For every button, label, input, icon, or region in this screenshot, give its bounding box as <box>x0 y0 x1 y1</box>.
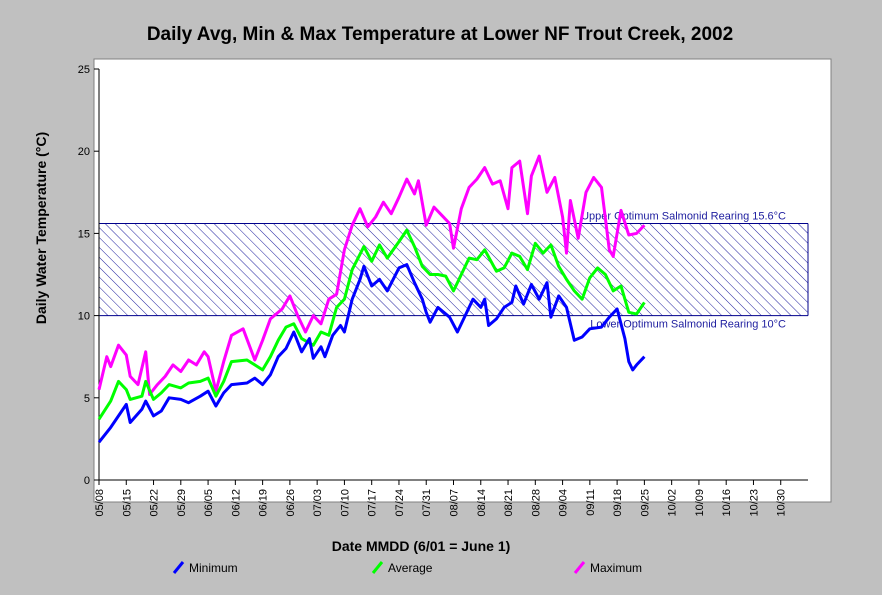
x-tick-label: 07/03 <box>312 489 324 517</box>
legend-label-average: Average <box>388 561 433 575</box>
legend-label-minimum: Minimum <box>189 561 238 575</box>
x-tick-label: 07/10 <box>339 489 351 517</box>
band-hatch <box>99 223 808 316</box>
series-line-maximum <box>97 154 646 396</box>
x-tick-label: 05/22 <box>149 489 161 517</box>
x-tick-label: 10/23 <box>748 489 760 517</box>
y-tick-label: 0 <box>84 475 90 487</box>
legend-swatch-maximum <box>573 561 586 574</box>
x-tick-label: 10/30 <box>776 489 788 517</box>
x-tick-label: 05/29 <box>176 489 188 517</box>
optimum-band: Upper Optimum Salmonid Rearing 15.6°C Low… <box>99 211 809 331</box>
x-tick-label: 08/14 <box>476 489 488 517</box>
x-tick-label: 07/31 <box>421 489 433 517</box>
legend-swatch-minimum <box>172 561 185 574</box>
legend: Minimum Average Maximum <box>172 561 642 575</box>
y-axis-title: Daily Water Temperature (°C) <box>33 132 49 324</box>
series-lines <box>97 154 646 444</box>
x-tick-label: 10/16 <box>721 489 733 517</box>
x-tick-label: 05/08 <box>94 489 106 517</box>
series-line-minimum <box>97 263 646 444</box>
x-tick-label: 08/21 <box>503 489 515 517</box>
axes: 0 5 10 15 20 25 05/08 05/15 05/22 05/29 06/05 06/12… <box>78 64 808 517</box>
y-tick-label: 5 <box>84 393 90 405</box>
legend-swatch-average <box>371 561 384 574</box>
y-tick-label: 25 <box>78 64 90 76</box>
x-tick-label: 06/12 <box>230 489 242 517</box>
x-tick-label: 10/02 <box>667 489 679 517</box>
x-tick-label: 06/05 <box>203 489 215 517</box>
legend-label-maximum: Maximum <box>590 561 642 575</box>
x-axis-title: Date MMDD (6/01 = June 1) <box>332 538 511 554</box>
y-tick-label: 10 <box>78 311 90 323</box>
x-tick-label: 07/17 <box>367 489 379 517</box>
x-tick-label: 09/11 <box>585 489 597 516</box>
x-tick-label: 05/15 <box>121 489 133 517</box>
x-tick-label: 10/09 <box>694 489 706 517</box>
x-tick-label: 09/04 <box>558 489 570 517</box>
upper-band-label: Upper Optimum Salmonid Rearing 15.6°C <box>581 211 786 223</box>
y-tick-label: 20 <box>78 146 90 158</box>
series-line-average <box>97 228 646 421</box>
x-tick-label: 09/18 <box>612 489 624 517</box>
x-tick-label: 07/24 <box>394 489 406 517</box>
lower-band-label: Lower Optimum Salmonid Rearing 10°C <box>590 319 786 331</box>
x-tick-label: 06/19 <box>258 489 270 517</box>
y-tick-label: 15 <box>78 228 90 240</box>
x-tick-label: 09/25 <box>639 489 651 517</box>
x-tick-label: 08/28 <box>530 489 542 517</box>
chart-title: Daily Avg, Min & Max Temperature at Lowe… <box>147 24 733 45</box>
x-tick-label: 06/26 <box>285 489 297 517</box>
x-tick-label: 08/07 <box>449 489 461 517</box>
